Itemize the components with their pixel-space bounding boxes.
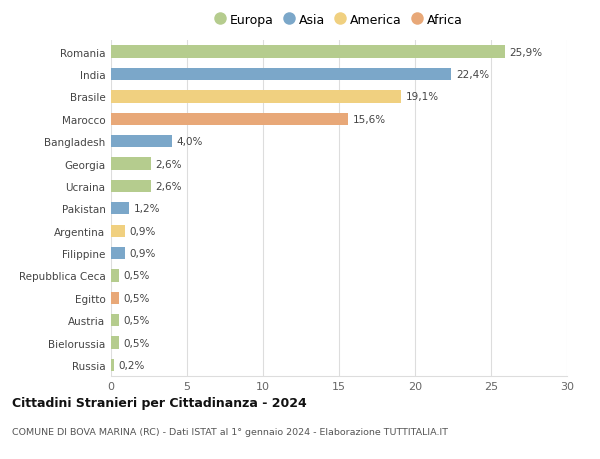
Text: 0,2%: 0,2% [119, 360, 145, 370]
Bar [111, 69, 451, 81]
Bar [111, 158, 151, 170]
Text: 0,9%: 0,9% [129, 226, 155, 236]
Bar [111, 337, 119, 349]
Legend: Europa, Asia, America, Africa: Europa, Asia, America, Africa [210, 9, 468, 32]
Text: 0,5%: 0,5% [123, 271, 149, 281]
Bar [111, 180, 151, 193]
Bar [111, 46, 505, 59]
Bar [111, 314, 119, 327]
Bar [111, 113, 348, 126]
Bar [111, 292, 119, 304]
Text: 2,6%: 2,6% [155, 181, 182, 191]
Bar [111, 136, 172, 148]
Text: 25,9%: 25,9% [509, 47, 542, 57]
Text: Cittadini Stranieri per Cittadinanza - 2024: Cittadini Stranieri per Cittadinanza - 2… [12, 396, 307, 409]
Text: COMUNE DI BOVA MARINA (RC) - Dati ISTAT al 1° gennaio 2024 - Elaborazione TUTTIT: COMUNE DI BOVA MARINA (RC) - Dati ISTAT … [12, 427, 448, 436]
Bar [111, 203, 129, 215]
Text: 2,6%: 2,6% [155, 159, 182, 169]
Text: 0,5%: 0,5% [123, 338, 149, 348]
Bar [111, 247, 125, 260]
Text: 22,4%: 22,4% [456, 70, 489, 80]
Text: 0,9%: 0,9% [129, 248, 155, 258]
Bar [111, 359, 114, 371]
Bar [111, 225, 125, 237]
Text: 1,2%: 1,2% [134, 204, 160, 214]
Bar [111, 270, 119, 282]
Text: 19,1%: 19,1% [406, 92, 439, 102]
Text: 0,5%: 0,5% [123, 315, 149, 325]
Text: 4,0%: 4,0% [176, 137, 203, 147]
Text: 15,6%: 15,6% [353, 114, 386, 124]
Bar [111, 91, 401, 103]
Text: 0,5%: 0,5% [123, 293, 149, 303]
